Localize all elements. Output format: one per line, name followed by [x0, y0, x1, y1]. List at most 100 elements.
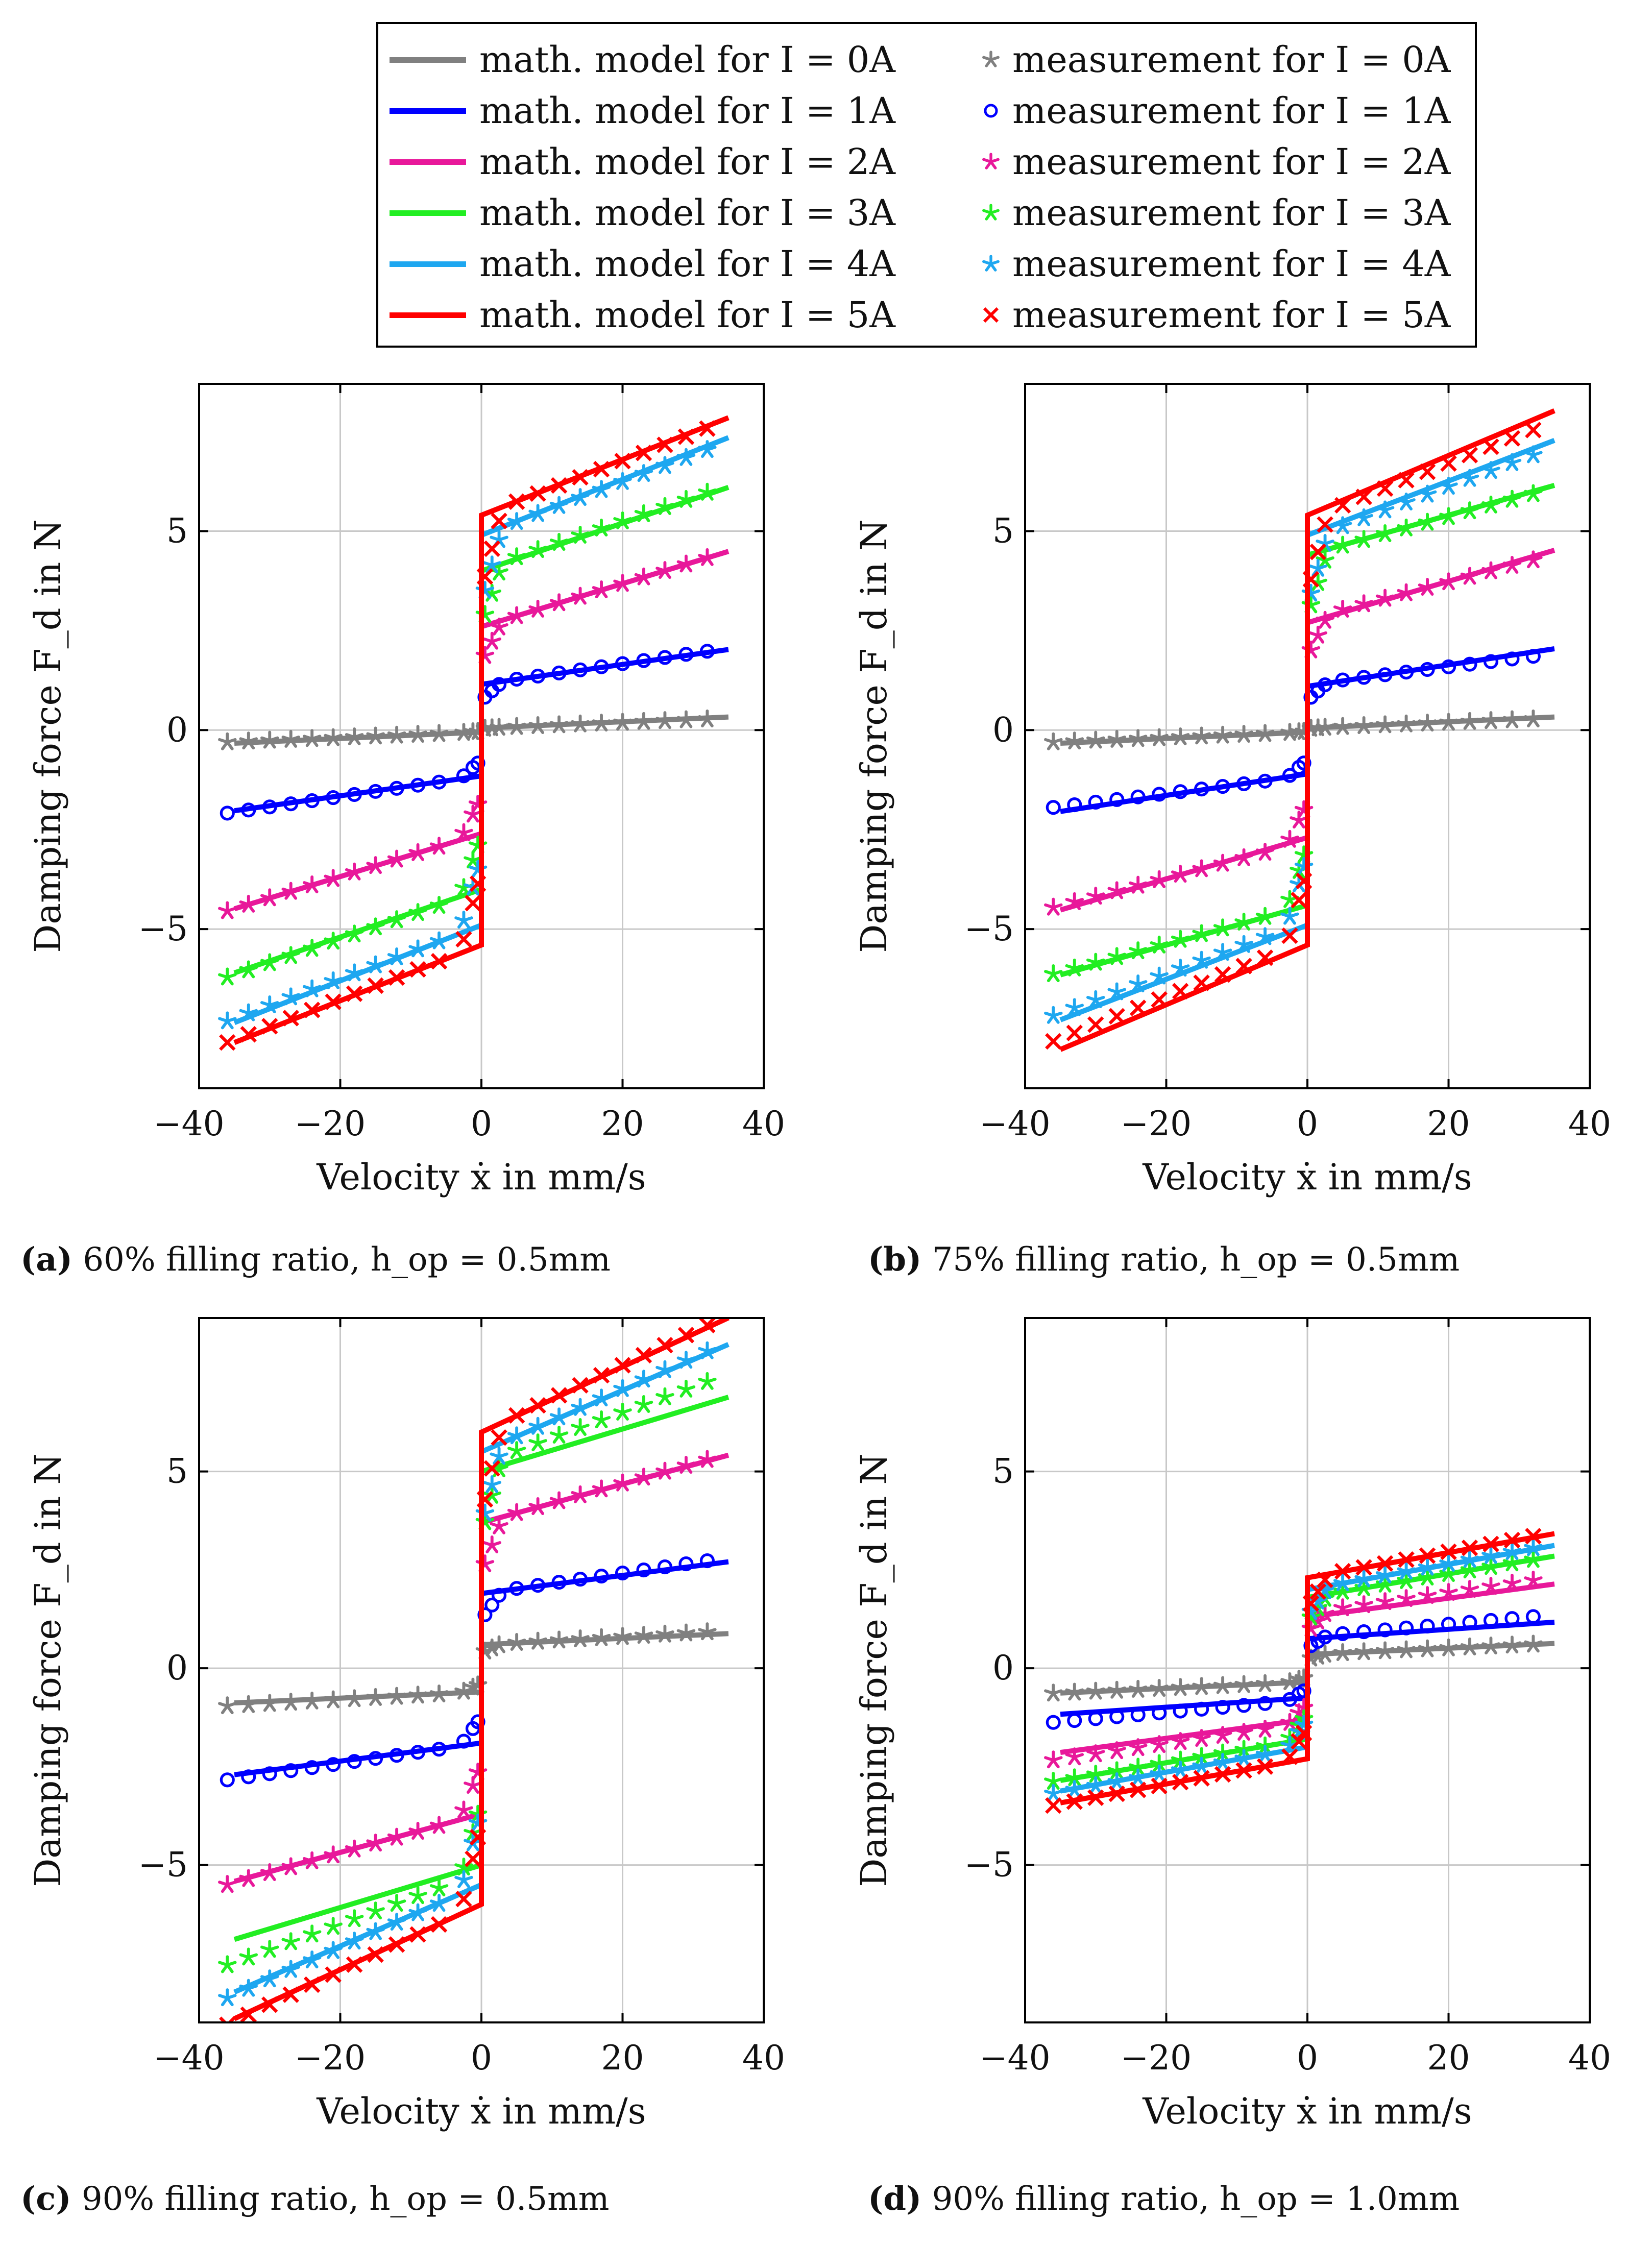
measurement-point — [302, 1950, 322, 1969]
measurement-point — [592, 1410, 611, 1429]
measurement-point — [1150, 1735, 1169, 1753]
measurement-point — [281, 882, 300, 900]
measurement-point — [528, 1631, 547, 1650]
measurement-point — [1354, 1642, 1373, 1661]
legend-marker-4 — [982, 255, 1000, 272]
measurement-point — [1333, 1573, 1352, 1592]
measurement-point — [655, 1360, 674, 1378]
measurement-point — [388, 969, 405, 986]
measurement-point — [1440, 455, 1457, 472]
measurement-point — [469, 1828, 487, 1846]
measurement-point — [1130, 1707, 1146, 1722]
measurement-point — [366, 856, 385, 874]
measurement-point — [1504, 1611, 1520, 1626]
measurement-point — [429, 1684, 449, 1702]
legend-meas-3: measurement for I = 3A — [981, 187, 1450, 238]
measurement-point — [465, 895, 481, 912]
measurement-point — [483, 1460, 500, 1477]
measurement-point — [508, 493, 525, 510]
measurement-point — [1418, 484, 1437, 503]
measurement-point — [509, 671, 524, 687]
measurement-point — [1065, 1768, 1084, 1787]
measurement-point — [1192, 726, 1211, 745]
measurement-point — [507, 547, 526, 566]
measurement-point — [1504, 651, 1520, 667]
legend-label: measurement for I = 1A — [1012, 90, 1451, 132]
measurement-point — [1460, 501, 1479, 520]
measurement-point — [1086, 1681, 1105, 1700]
measurement-point — [1483, 438, 1499, 455]
measurement-point — [571, 488, 590, 506]
measurement-point — [240, 1026, 257, 1043]
y-tick-label: 5 — [166, 1452, 188, 1491]
legend-model-1: math. model for I = 1A — [390, 85, 895, 136]
measurement-point — [1044, 732, 1063, 750]
measurement-series-I1 — [1046, 649, 1541, 815]
x-tick-label: 0 — [1297, 2038, 1318, 2078]
measurement-point — [507, 1503, 526, 1521]
legend-line-3 — [390, 210, 466, 216]
measurement-point — [429, 1816, 449, 1834]
measurement-point — [1086, 887, 1105, 905]
measurement-point — [1309, 543, 1326, 560]
measurement-point — [1376, 480, 1394, 497]
measurement-point — [1375, 1592, 1395, 1610]
measurement-point — [345, 1909, 364, 1927]
x-tick-label: −40 — [153, 1104, 224, 1143]
measurement-point — [550, 477, 568, 494]
measurement-point — [1481, 711, 1500, 729]
measurement-point — [409, 961, 426, 978]
measurement-point — [482, 555, 501, 574]
measurement-point — [635, 1347, 652, 1364]
measurement-point — [260, 730, 279, 749]
measurement-series-I2 — [218, 548, 717, 919]
measurement-point — [614, 453, 631, 470]
measurement-point — [366, 917, 385, 936]
legend-marker-0 — [982, 51, 1000, 67]
y-axis-label: Damping force F_d in N — [853, 1453, 895, 1887]
measurement-point — [1171, 1678, 1190, 1696]
measurement-point — [676, 490, 696, 508]
measurement-point — [387, 947, 406, 965]
measurement-point — [389, 780, 404, 796]
caption-letter: (d) — [868, 2180, 922, 2218]
measurement-point — [1213, 725, 1232, 744]
x-axis-label: Velocity ẋ in mm/s — [316, 1156, 646, 1198]
measurement-point — [324, 869, 343, 887]
legend-model-4: math. model for I = 4A — [390, 238, 895, 289]
measurement-point — [219, 1034, 236, 1051]
measurement-point — [1439, 507, 1458, 525]
measurement-point — [1420, 1618, 1435, 1634]
measurement-point — [1316, 550, 1334, 569]
measurement-point — [634, 567, 653, 585]
measurement-point — [698, 440, 717, 458]
measurement-point — [302, 979, 322, 997]
measurement-series-I0 — [1044, 1634, 1543, 1702]
y-tick-label: 5 — [992, 1452, 1014, 1491]
measurement-point — [408, 939, 427, 958]
measurement-point — [571, 526, 590, 544]
measurement-point — [1172, 983, 1189, 999]
measurement-point — [1192, 950, 1211, 969]
measurement-point — [490, 617, 508, 636]
measurement-point — [1173, 1703, 1188, 1719]
measurement-point — [302, 729, 322, 747]
measurement-point — [490, 718, 508, 736]
measurement-point — [1044, 964, 1063, 983]
measurement-point — [260, 953, 279, 971]
measurement-point — [1109, 1709, 1125, 1724]
measurement-point — [1281, 927, 1298, 944]
measurement-point — [1128, 974, 1148, 993]
measurement-point — [1333, 535, 1352, 554]
legend-meas-4: measurement for I = 4A — [981, 238, 1450, 289]
measurement-point — [1420, 662, 1435, 677]
measurement-point — [260, 1940, 279, 1958]
measurement-point — [366, 1901, 385, 1920]
measurement-point — [549, 715, 569, 734]
x-tick-label: 20 — [601, 1104, 644, 1143]
measurement-point — [482, 1535, 501, 1554]
measurement-point — [1280, 907, 1299, 925]
measurement-point — [302, 875, 322, 894]
measurement-series-I4 — [218, 1341, 717, 2007]
measurement-point — [1255, 927, 1275, 945]
